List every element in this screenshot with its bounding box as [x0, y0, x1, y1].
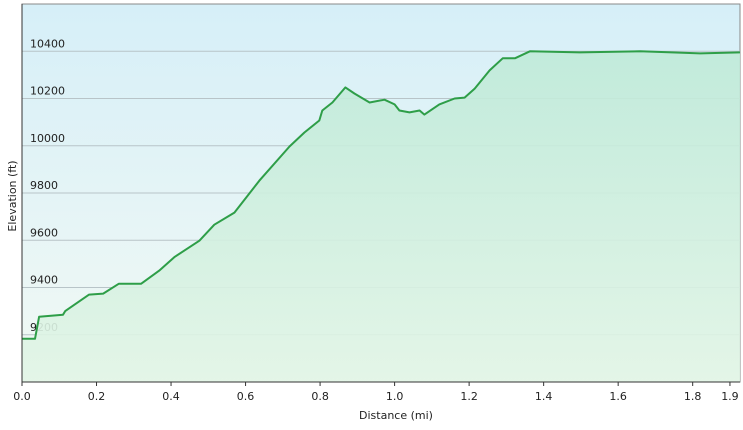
x-axis-label: Distance (mi): [359, 409, 433, 422]
x-tick-label: 0.2: [88, 390, 106, 403]
y-axis-label: Elevation (ft): [6, 160, 19, 231]
y-tick-label: 9800: [30, 179, 58, 192]
x-tick-label: 1.4: [535, 390, 553, 403]
y-tick-label: 10200: [30, 85, 65, 98]
x-tick-label: 1.6: [609, 390, 627, 403]
y-tick-label: 9600: [30, 226, 58, 239]
x-tick-label: 0.4: [162, 390, 180, 403]
x-tick-label: 1.9: [721, 390, 739, 403]
x-tick-label: 0.8: [311, 390, 329, 403]
y-tick-label: 10000: [30, 132, 65, 145]
y-tick-label: 10400: [30, 37, 65, 50]
x-tick-label: 0.0: [13, 390, 31, 403]
x-tick-label: 1.0: [386, 390, 404, 403]
y-tick-label: 9400: [30, 274, 58, 287]
x-tick-label: 0.6: [237, 390, 255, 403]
area-fill: [22, 51, 740, 383]
elevation-line: [22, 50, 741, 340]
x-tick-label: 1.2: [460, 390, 478, 403]
x-tick-label: 1.8: [684, 390, 702, 403]
